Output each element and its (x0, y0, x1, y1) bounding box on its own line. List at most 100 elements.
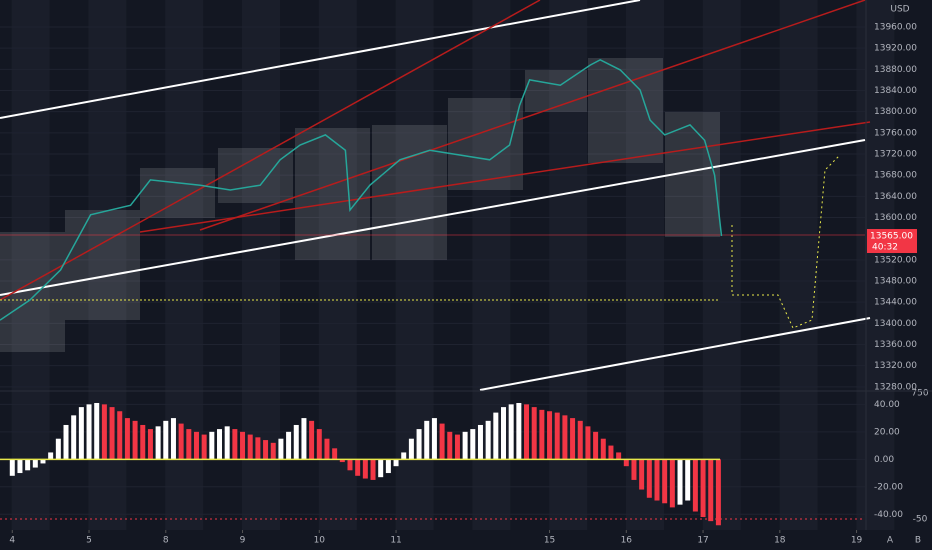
last-price-box (867, 229, 917, 254)
red-line (0, 0, 541, 301)
x-tick-label: 19 (851, 536, 863, 546)
histogram-bar (547, 411, 553, 460)
histogram-bar (370, 459, 376, 480)
histogram-bar (178, 423, 184, 460)
histogram-bar (94, 402, 100, 460)
histogram-bar (278, 438, 284, 460)
session-band (626, 0, 664, 530)
y-tick-label: 13880.00 (874, 65, 917, 75)
y-tick-label: 13680.00 (874, 171, 917, 181)
histogram-bar (240, 431, 246, 460)
histogram-bar (255, 437, 261, 460)
histogram-bar (677, 459, 683, 505)
histogram-bar (654, 459, 660, 501)
projection (731, 154, 841, 329)
histogram-bar (439, 423, 445, 460)
y-tick-label: 13280.00 (874, 382, 917, 392)
histogram-bar (324, 438, 330, 460)
y-tick-label: 13800.00 (874, 107, 917, 117)
range-box (372, 125, 447, 260)
histogram-bar (692, 459, 698, 512)
histogram-bar (301, 418, 307, 460)
histogram-bar (117, 411, 123, 460)
corner-button[interactable]: A (887, 536, 894, 546)
histogram-bar (531, 407, 537, 460)
histogram-bar (286, 431, 292, 460)
histogram-bar (40, 459, 46, 464)
histogram-bar (562, 415, 568, 460)
histogram-bar (424, 420, 430, 460)
histogram-bar (539, 409, 545, 460)
histogram-bar (63, 424, 69, 460)
y-tick-label: 13320.00 (874, 361, 917, 371)
histogram-bar (293, 424, 299, 460)
channel-line (479, 317, 871, 391)
histogram-bar (393, 459, 399, 467)
scale-label: -50 (913, 515, 928, 525)
red-line (199, 0, 866, 231)
session-band (779, 0, 818, 530)
x-tick-label: 5 (86, 536, 92, 546)
histogram-bar (163, 420, 169, 460)
histogram-bar (570, 418, 576, 460)
y-tick-label: -40.00 (874, 510, 903, 520)
price-line (0, 58, 723, 321)
x-tick-label: 15 (544, 536, 555, 546)
last-price-label: 13565.00 (870, 232, 913, 242)
session-band (856, 0, 895, 530)
histogram-bar (616, 452, 622, 460)
histogram-bar (170, 418, 176, 460)
range-box (140, 168, 215, 218)
y-tick-label: 13760.00 (874, 128, 917, 138)
y-tick-label: 13720.00 (874, 149, 917, 159)
y-tick-label: 13920.00 (874, 44, 917, 54)
x-tick-label: 9 (240, 536, 246, 546)
x-tick-label: 4 (9, 536, 15, 546)
histogram-bar (147, 429, 153, 460)
y-tick-label: -20.00 (874, 482, 903, 492)
x-tick-label: 10 (314, 536, 326, 546)
histogram-bar (577, 420, 583, 460)
histogram-bar (462, 431, 468, 460)
histogram-bar (101, 404, 107, 460)
histogram-bar (224, 426, 230, 460)
x-tick-label: 16 (621, 536, 633, 546)
histogram-bar (378, 459, 384, 478)
histogram-bar (524, 404, 530, 460)
histogram-bar (639, 459, 645, 490)
histogram-bar (309, 420, 315, 460)
histogram-bar (132, 420, 138, 460)
histogram-bar (477, 424, 483, 460)
price-boxes (0, 58, 720, 352)
y-tick-label: 13960.00 (874, 22, 917, 32)
y-tick-label: 13480.00 (874, 276, 917, 286)
histogram-bar (646, 459, 652, 498)
histogram-bar (86, 404, 92, 460)
histogram-bar (715, 459, 721, 526)
histogram-bar (408, 438, 414, 460)
histogram-bar (193, 431, 199, 460)
y-tick-label: 13360.00 (874, 340, 917, 350)
histogram-bar (585, 426, 591, 460)
histogram-bar (431, 418, 437, 460)
x-tick-label: 8 (163, 536, 169, 546)
scale-label: 750 (911, 389, 928, 399)
unit-label: USD (890, 5, 909, 15)
histogram-bar (508, 404, 514, 460)
histogram-bar (662, 459, 668, 504)
histogram-bar (32, 459, 38, 468)
y-tick-label: 13600.00 (874, 213, 917, 223)
histogram-bar (401, 452, 407, 460)
range-box (525, 70, 587, 112)
y-tick-label: 13520.00 (874, 255, 917, 265)
session-band (702, 0, 741, 530)
histogram-bar (593, 431, 599, 460)
range-box (0, 232, 65, 352)
y-tick-label: 13840.00 (874, 86, 917, 96)
histogram-bar (516, 402, 522, 460)
histogram-bar (25, 459, 31, 471)
histogram-bar (470, 429, 476, 460)
corner-button[interactable]: B (915, 536, 921, 546)
histogram-bar (209, 431, 215, 460)
